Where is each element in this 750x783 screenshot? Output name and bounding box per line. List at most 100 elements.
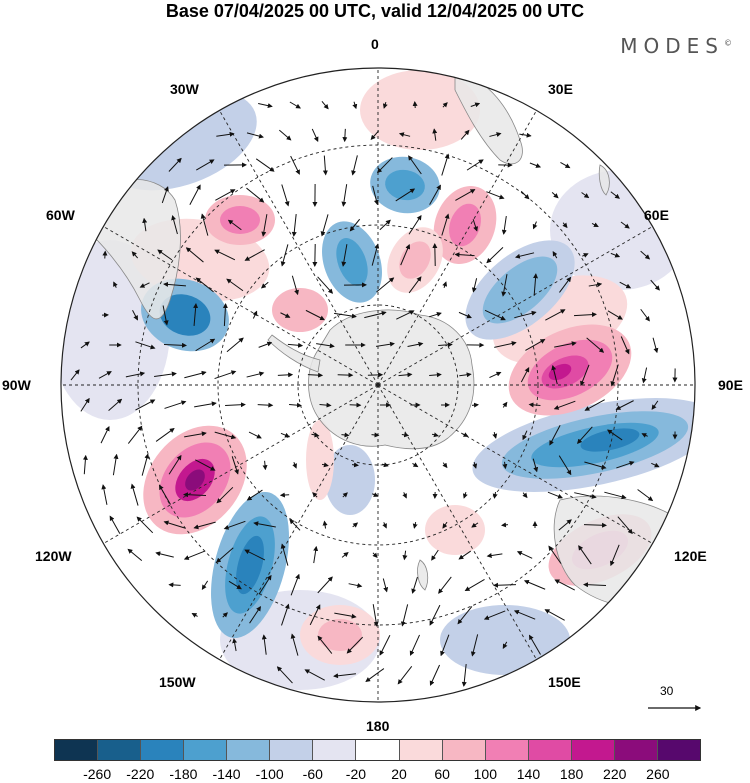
wind-arrow <box>533 273 539 296</box>
wind-arrow <box>438 342 453 348</box>
wind-arrow <box>215 547 234 563</box>
lon-label-150e: 150E <box>548 674 581 690</box>
colorbar-swatch <box>571 740 615 760</box>
meridian-line <box>377 384 656 546</box>
wind-arrow <box>560 161 571 169</box>
wind-arrow <box>290 155 300 175</box>
new-zealand <box>417 559 429 591</box>
wind-arrow <box>162 305 169 326</box>
wind-arrow <box>222 303 228 327</box>
polar-stereographic-map <box>60 67 702 711</box>
wind-arrow <box>562 222 568 229</box>
lon-label-120e: 120E <box>674 548 707 564</box>
wind-arrow <box>370 130 380 141</box>
wind-arrow <box>651 400 659 410</box>
anomaly-contour <box>360 70 480 150</box>
wind-arrow <box>483 610 506 620</box>
wind-arrow <box>289 101 301 109</box>
wind-arrow <box>246 371 265 378</box>
wind-arrow <box>382 101 388 109</box>
wind-arrow <box>610 364 619 387</box>
wind-arrow <box>258 341 273 348</box>
wind-arrow <box>651 462 660 468</box>
colorbar-tick-label: 20 <box>391 766 407 782</box>
wind-arrow <box>352 522 359 528</box>
wind-arrow <box>466 159 484 171</box>
wind-arrow <box>163 281 187 287</box>
wind-arrow <box>246 489 263 501</box>
wind-arrow <box>558 455 572 476</box>
wind-arrow <box>494 341 517 348</box>
colorbar-tick-label: 140 <box>516 766 541 782</box>
wind-arrow <box>582 253 589 258</box>
colorbar-swatch <box>657 740 700 760</box>
wind-arrow <box>640 250 651 260</box>
wind-arrow <box>486 247 504 264</box>
anomaly-contour <box>465 620 545 660</box>
map-title: Base 07/04/2025 00 UTC, valid 12/04/2025… <box>165 1 585 21</box>
wind-arrow <box>341 551 349 558</box>
wind-arrow <box>529 162 542 168</box>
anomaly-contour <box>580 428 640 452</box>
wind-arrow <box>464 579 485 592</box>
wind-arrow <box>80 341 90 349</box>
lon-label-90w: 90W <box>2 377 31 393</box>
wind-arrow <box>522 430 528 441</box>
wind-arrow <box>457 606 473 625</box>
wind-arrow <box>520 367 530 383</box>
wind-arrow <box>376 157 393 174</box>
wind-arrow <box>246 132 264 139</box>
wind-arrow <box>226 278 244 292</box>
colorbar-ticks: -260 -220 -180 -140 -100 -60 -20 20 60 100 140 180 2… <box>0 766 750 782</box>
wind-arrow <box>438 576 452 594</box>
wind-arrow <box>574 492 597 499</box>
wind-arrow <box>381 462 389 468</box>
wind-arrow <box>292 462 297 469</box>
colorbar-swatch <box>141 740 185 760</box>
anomaly-contour <box>220 206 260 234</box>
map-boundary <box>60 67 696 703</box>
wind-arrow <box>502 401 508 408</box>
wind-arrow <box>432 128 438 141</box>
wind-arrow <box>214 431 237 440</box>
wind-arrow <box>583 582 607 588</box>
wind-arrow <box>578 545 592 565</box>
wind-arrow <box>216 131 235 137</box>
wind-arrow <box>280 432 290 438</box>
wind-arrow <box>279 492 290 498</box>
wind-arrow <box>440 634 450 657</box>
wind-arrow <box>604 491 627 500</box>
colorbar <box>54 739 701 761</box>
wind-arrow <box>277 372 294 378</box>
wind-arrow <box>168 582 181 588</box>
anomaly-contour <box>482 256 558 324</box>
wind-arrow <box>545 309 566 321</box>
wind-arrow <box>528 634 541 655</box>
wind-arrow <box>486 553 503 558</box>
wind-arrow <box>640 308 650 322</box>
meridian-line <box>217 384 379 663</box>
meridian-line <box>100 224 379 386</box>
wind-arrow <box>341 244 348 267</box>
wind-arrow <box>472 219 479 232</box>
wind-arrow <box>501 274 508 297</box>
colorbar-swatch <box>184 740 228 760</box>
wind-arrow <box>98 371 112 379</box>
wind-arrow <box>458 311 472 319</box>
colorbar-tick-label: -260 <box>83 766 112 782</box>
wind-arrow <box>379 634 391 656</box>
wind-arrow <box>184 431 207 438</box>
wind-arrow <box>317 276 334 294</box>
wind-arrow <box>402 550 408 561</box>
wind-arrow <box>183 492 207 498</box>
wind-arrow <box>552 250 558 259</box>
wind-arrow <box>372 492 379 497</box>
wind-arrow <box>80 397 90 412</box>
wind-arrow <box>400 604 409 627</box>
wind-arrow <box>249 605 261 624</box>
wind-arrow <box>304 669 325 681</box>
wind-arrow <box>349 218 361 232</box>
wind-arrow <box>341 432 350 438</box>
wind-arrow <box>652 337 659 354</box>
colorbar-tick-label: 220 <box>603 766 627 782</box>
